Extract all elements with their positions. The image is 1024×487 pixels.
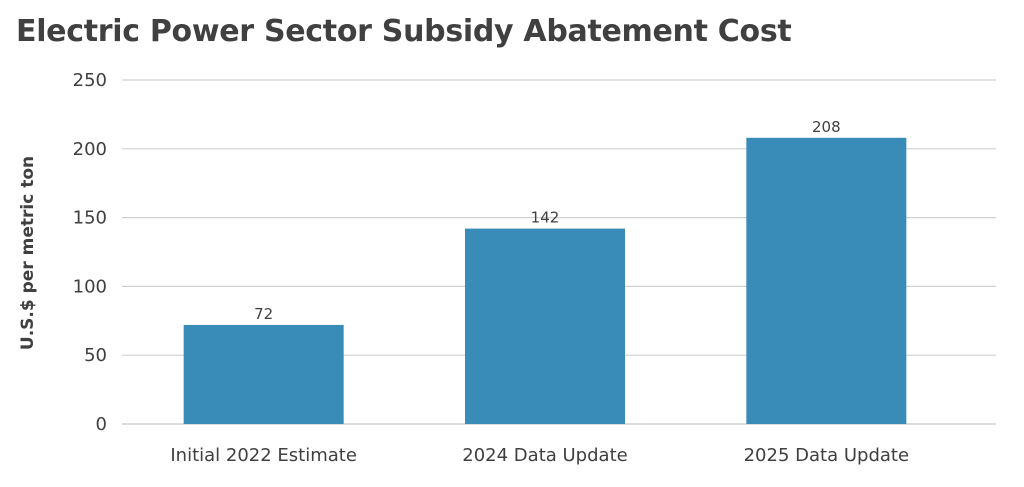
chart-title: Electric Power Sector Subsidy Abatement … <box>16 14 792 49</box>
bars <box>183 137 907 425</box>
bar <box>465 228 625 424</box>
y-tick-label: 150 <box>73 208 107 229</box>
bar <box>183 324 344 424</box>
x-axis-categories: Initial 2022 Estimate 2024 Data Update 202… <box>170 445 909 466</box>
bar-value-label: 208 <box>812 118 841 136</box>
y-tick-label: 200 <box>73 139 107 160</box>
x-category-label: 2024 Data Update <box>462 445 627 466</box>
x-category-label: 2025 Data Update <box>744 445 909 466</box>
y-axis-ticks: 0 50 100 150 200 250 <box>73 70 107 435</box>
y-tick-label: 250 <box>73 70 107 91</box>
x-category-label: Initial 2022 Estimate <box>170 445 357 466</box>
y-tick-label: 100 <box>73 276 107 297</box>
bar <box>746 137 907 425</box>
data-labels: 72 142 208 <box>254 118 841 323</box>
bar-value-label: 72 <box>254 305 273 323</box>
bar-value-label: 142 <box>531 209 560 227</box>
y-tick-label: 50 <box>84 345 107 366</box>
y-tick-label: 0 <box>96 414 107 435</box>
y-axis-title: U.S.$ per metric ton <box>18 156 38 350</box>
